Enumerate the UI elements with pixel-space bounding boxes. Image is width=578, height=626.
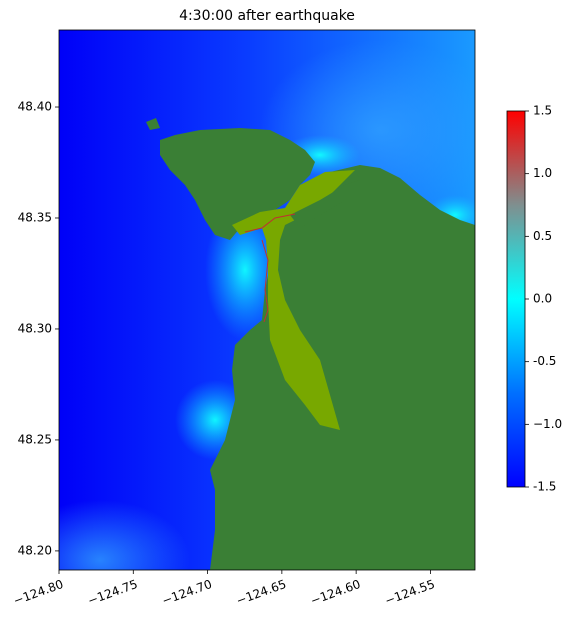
colorbar	[506, 110, 526, 488]
axes-frame	[58, 29, 476, 571]
y-tick-label: 48.40	[18, 100, 52, 114]
x-tick-label: −124.75	[86, 577, 140, 608]
x-tick-label: −124.80	[12, 577, 66, 608]
x-tick-label: −124.65	[234, 577, 288, 608]
map	[59, 30, 475, 570]
y-tick-label: 48.35	[18, 210, 52, 224]
colorbar-tick-label: -0.5	[533, 354, 556, 368]
colorbar-tick-label: 1.0	[533, 166, 552, 180]
chart-title: 4:30:00 after earthquake	[179, 8, 355, 24]
x-tick-label: −124.70	[160, 577, 214, 608]
y-tick-label: 48.20	[18, 543, 52, 557]
x-tick-label: −124.55	[383, 577, 437, 608]
colorbar-tick-label: 0.5	[533, 229, 552, 243]
colorbar-tick-label: −1.0	[533, 417, 562, 431]
colorbar-tick-label: -1.5	[533, 480, 556, 494]
y-tick-label: 48.30	[18, 321, 52, 335]
colorbar-tick-label: 0.0	[533, 292, 552, 306]
colorbar-tick-label: 1.5	[533, 104, 552, 118]
x-tick-label: −124.60	[309, 577, 363, 608]
y-tick-label: 48.25	[18, 432, 52, 446]
